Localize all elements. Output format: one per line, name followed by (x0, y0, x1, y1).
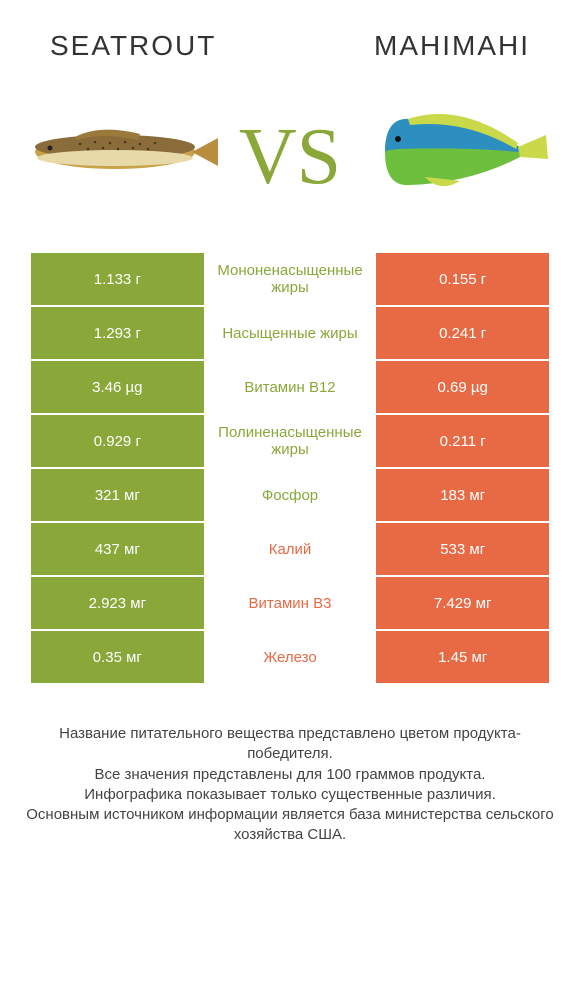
footer-line-1: Название питательного вещества представл… (20, 724, 560, 765)
table-row: 1.293 гНасыщенные жиры0.241 г (30, 306, 550, 360)
footer-line-3: Инфографика показывает только существенн… (20, 785, 560, 805)
right-value: 533 мг (375, 522, 550, 576)
comparison-table: 1.133 гМононенасыщенные жиры0.155 г1.293… (30, 252, 550, 684)
footer-line-2: Все значения представлены для 100 граммо… (20, 765, 560, 785)
left-value: 0.929 г (30, 414, 205, 468)
right-title: MAHIMAHI (374, 30, 530, 62)
nutrient-label: Мононенасыщенные жиры (205, 252, 376, 306)
nutrient-label: Полиненасыщенные жиры (205, 414, 376, 468)
left-value: 0.35 мг (30, 630, 205, 684)
table-row: 2.923 мгВитамин B37.429 мг (30, 576, 550, 630)
left-value: 3.46 µg (30, 360, 205, 414)
left-value: 1.293 г (30, 306, 205, 360)
right-value: 0.69 µg (375, 360, 550, 414)
right-value: 183 мг (375, 468, 550, 522)
nutrient-label: Железо (205, 630, 376, 684)
left-value: 2.923 мг (30, 576, 205, 630)
right-value: 1.45 мг (375, 630, 550, 684)
mahimahi-image (360, 97, 560, 207)
table-row: 321 мгФосфор183 мг (30, 468, 550, 522)
right-value: 0.241 г (375, 306, 550, 360)
right-value: 0.211 г (375, 414, 550, 468)
table-row: 1.133 гМононенасыщенные жиры0.155 г (30, 252, 550, 306)
table-row: 437 мгКалий533 мг (30, 522, 550, 576)
vs-label: VS (239, 112, 341, 203)
seatrout-image (20, 97, 220, 207)
right-value: 7.429 мг (375, 576, 550, 630)
nutrient-label: Витамин B12 (205, 360, 376, 414)
table-row: 3.46 µgВитамин B120.69 µg (30, 360, 550, 414)
nutrient-label: Фосфор (205, 468, 376, 522)
table-row: 0.35 мгЖелезо1.45 мг (30, 630, 550, 684)
header-row: SEATROUT MAHIMAHI (0, 0, 580, 72)
left-title: SEATROUT (50, 30, 216, 62)
nutrient-label: Витамин B3 (205, 576, 376, 630)
nutrient-label: Насыщенные жиры (205, 306, 376, 360)
images-row: VS (0, 72, 580, 252)
left-value: 321 мг (30, 468, 205, 522)
right-value: 0.155 г (375, 252, 550, 306)
nutrient-label: Калий (205, 522, 376, 576)
footer-line-4: Основным источником информации является … (20, 805, 560, 846)
left-value: 1.133 г (30, 252, 205, 306)
footer-notes: Название питательного вещества представл… (0, 684, 580, 846)
table-row: 0.929 гПолиненасыщенные жиры0.211 г (30, 414, 550, 468)
left-value: 437 мг (30, 522, 205, 576)
